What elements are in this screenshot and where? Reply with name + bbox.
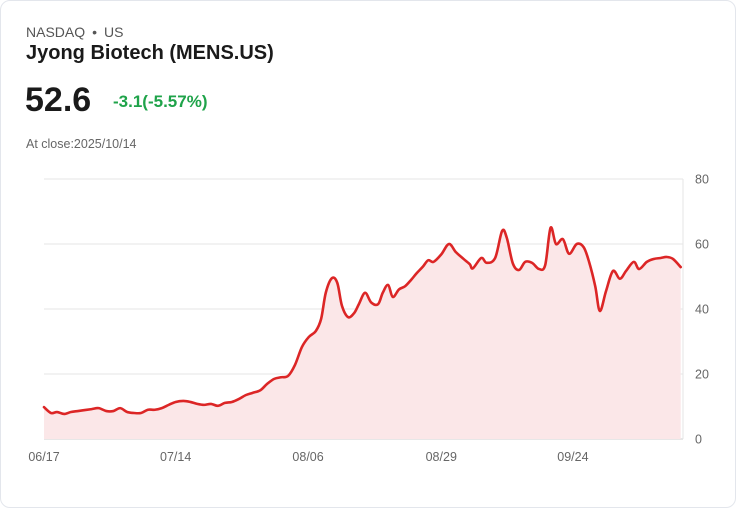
price-change: -3.1(-5.57%) — [113, 92, 208, 111]
y-tick-label: 20 — [695, 368, 709, 382]
price-line — [42, 226, 682, 416]
close-date: At close:2025/10/14 — [26, 137, 137, 151]
y-tick-label: 80 — [695, 173, 709, 187]
exchange-name: NASDAQ — [26, 24, 86, 40]
region: US — [104, 24, 124, 40]
price: 52.6 — [25, 81, 92, 119]
x-tick-label: 07/14 — [160, 450, 191, 464]
y-tick-label: 60 — [695, 238, 709, 252]
x-tick-label: 08/29 — [426, 450, 457, 464]
separator-dot: • — [92, 24, 98, 40]
y-tick-label: 40 — [695, 303, 709, 317]
x-tick-label: 08/06 — [292, 450, 323, 464]
area-fill — [44, 227, 681, 439]
x-tick-label: 09/24 — [557, 450, 588, 464]
stock-title: Jyong Biotech (MENS.US) — [26, 42, 274, 64]
y-tick-label: 0 — [695, 433, 702, 447]
x-tick-label: 06/17 — [28, 450, 59, 464]
exchange-line: NASDAQ • US — [26, 24, 123, 40]
